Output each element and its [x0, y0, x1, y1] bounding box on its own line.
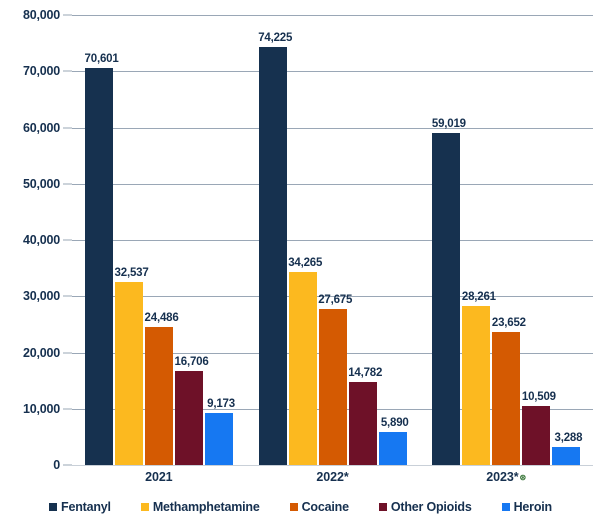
- y-axis-tick-label: 30,000: [22, 289, 60, 304]
- bar-value-label: 74,225: [258, 32, 293, 45]
- legend-item[interactable]: Cocaine: [289, 499, 349, 514]
- bar[interactable]: [258, 47, 287, 465]
- y-axis-tick-mark: [63, 183, 72, 185]
- bar-column: 34,265: [288, 15, 322, 465]
- y-axis-tick-label: 80,000: [22, 8, 60, 22]
- bar[interactable]: [204, 413, 233, 465]
- bar-group: 70,601 32,537 24,486 16,706 9,173: [72, 15, 246, 465]
- bar-value-label: 24,486: [144, 312, 179, 325]
- bar[interactable]: [522, 405, 551, 465]
- bar-value-label: 28,261: [461, 291, 496, 304]
- bar-column: 3,288: [552, 15, 583, 465]
- x-axis-tick-label: 2023*⊛: [486, 470, 527, 484]
- legend-swatch-icon: [49, 502, 58, 511]
- bar-value-label: 34,265: [288, 257, 323, 270]
- legend-swatch-icon: [501, 502, 510, 511]
- bar-column: 5,890: [378, 15, 409, 465]
- y-axis-tick-mark: [63, 352, 72, 353]
- bar-groups: 70,601 32,537 24,486 16,706 9,173 74,225 34,26…: [72, 15, 593, 465]
- bar-value-label: 9,173: [207, 398, 235, 411]
- y-axis-tick-label: 20,000: [22, 345, 60, 360]
- y-axis-tick-mark: [63, 239, 72, 241]
- bar[interactable]: [552, 446, 581, 465]
- bar[interactable]: [318, 309, 347, 465]
- bar-group: 74,225 34,265 27,675 14,782 5,890: [246, 15, 420, 465]
- legend-item-label: Fentanyl: [61, 499, 111, 514]
- bar-column: 70,601: [84, 15, 119, 465]
- bar-value-label: 23,652: [491, 316, 526, 329]
- x-axis: 2021 2022* 2023*⊛: [72, 466, 593, 490]
- legend-item[interactable]: Methamphetamine: [140, 499, 260, 514]
- bar[interactable]: [144, 327, 173, 465]
- bar[interactable]: [288, 272, 317, 465]
- y-axis-tick-label: 70,000: [22, 64, 60, 79]
- footnote-marker-icon: ⊛: [519, 472, 527, 482]
- bar[interactable]: [432, 133, 461, 465]
- bar[interactable]: [114, 281, 143, 465]
- bar-column: 74,225: [258, 15, 292, 465]
- legend-item-label: Cocaine: [301, 499, 349, 514]
- y-axis-tick-mark: [63, 295, 72, 297]
- chart-legend: Fentanyl Methamphetamine Cocaine Other Opio…: [0, 496, 601, 517]
- plot-area: 70,601 32,537 24,486 16,706 9,173 74,225 34,26…: [72, 15, 593, 466]
- y-axis-tick-mark: [63, 14, 72, 16]
- x-axis-tick-label: 2021: [145, 470, 173, 484]
- legend-item[interactable]: Other Opioids: [378, 499, 472, 514]
- bar-value-label: 14,782: [348, 366, 383, 379]
- bar-group-bars: 70,601 32,537 24,486 16,706 9,173: [72, 15, 246, 465]
- y-axis-tick-mark: [63, 127, 72, 128]
- y-axis-tick-label: 0: [53, 458, 60, 472]
- y-axis-tick-label: 10,000: [22, 401, 60, 416]
- bar[interactable]: [84, 67, 113, 465]
- bar-column: 9,173: [204, 15, 235, 465]
- legend-item-label: Heroin: [513, 499, 553, 514]
- bar-column: 59,019: [432, 15, 466, 465]
- bar-column: 14,782: [348, 15, 382, 465]
- y-axis-tick-label: 60,000: [22, 120, 60, 135]
- y-axis: 80,000 70,000 60,000 50,000 40,000 30,000 20,0…: [0, 0, 72, 472]
- bar-value-label: 59,019: [431, 118, 466, 131]
- bar-value-label: 70,601: [84, 52, 119, 65]
- bar[interactable]: [348, 381, 377, 465]
- legend-swatch-icon: [289, 502, 298, 511]
- bar-group-bars: 59,019 28,261 23,652 10,509 3,288: [419, 15, 593, 465]
- bar[interactable]: [492, 331, 521, 465]
- bar-group-bars: 74,225 34,265 27,675 14,782 5,890: [246, 15, 420, 465]
- y-axis-tick-label: 50,000: [22, 176, 60, 191]
- bar[interactable]: [378, 431, 407, 465]
- x-axis-tick-label: 2022*: [316, 470, 349, 484]
- legend-swatch-icon: [378, 502, 387, 511]
- bar[interactable]: [174, 371, 203, 465]
- bar-column: 27,675: [318, 15, 352, 465]
- bar-column: 16,706: [174, 15, 209, 465]
- legend-swatch-icon: [140, 502, 149, 511]
- bar-column: 23,652: [492, 15, 526, 465]
- bar-value-label: 10,509: [521, 390, 556, 403]
- bar-group: 59,019 28,261 23,652 10,509 3,288: [419, 15, 593, 465]
- y-axis-tick-label: 40,000: [22, 233, 60, 247]
- legend-item-label: Other Opioids: [390, 499, 472, 514]
- bar-column: 10,509: [522, 15, 556, 465]
- bar-column: 24,486: [144, 15, 179, 465]
- y-axis-tick-mark: [63, 70, 72, 72]
- y-axis-tick-mark: [63, 464, 72, 466]
- bar-value-label: 5,890: [380, 416, 409, 429]
- legend-item[interactable]: Fentanyl: [49, 500, 111, 514]
- legend-item[interactable]: Heroin: [501, 499, 553, 514]
- y-axis-tick-mark: [63, 408, 72, 410]
- bar-value-label: 3,288: [554, 431, 583, 444]
- legend-item-label: Methamphetamine: [152, 499, 260, 514]
- bar-value-label: 27,675: [318, 294, 353, 307]
- bar-column: 28,261: [462, 15, 496, 465]
- bar[interactable]: [462, 306, 491, 465]
- bar-value-label: 16,706: [174, 356, 209, 369]
- bar-column: 32,537: [114, 15, 149, 465]
- bar-value-label: 32,537: [114, 266, 149, 279]
